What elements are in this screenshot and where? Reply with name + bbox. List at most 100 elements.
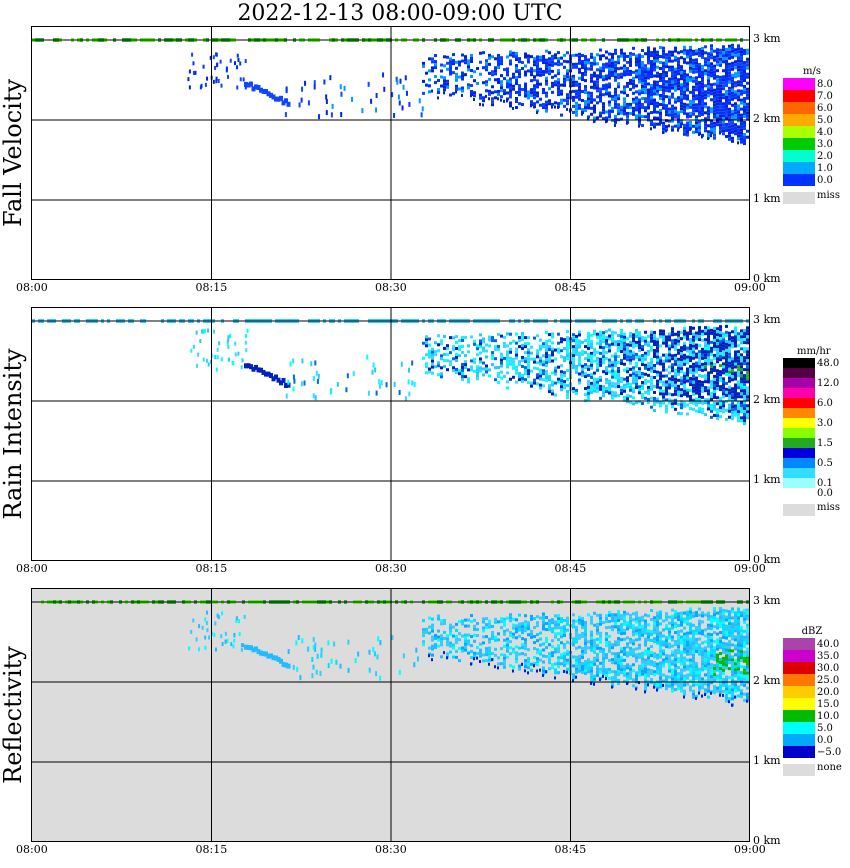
legend-label: 25.0	[817, 675, 840, 686]
legend-label: 2.0	[817, 151, 833, 162]
plot-area	[31, 307, 750, 561]
plot-area	[31, 588, 750, 842]
legend-swatch	[783, 358, 815, 368]
legend-swatch	[783, 388, 815, 398]
legend-swatch	[783, 102, 815, 114]
legend-swatch	[783, 674, 815, 686]
legend-label: 5.0	[817, 115, 833, 126]
legend-label: 0.0	[817, 175, 833, 186]
heatmap-canvas	[32, 27, 749, 279]
legend-label: 0.1	[817, 478, 833, 489]
x-tick-label: 09:00	[734, 281, 766, 294]
legend-label: 0.0	[817, 488, 833, 499]
legend-swatch	[783, 638, 815, 650]
legend-label: 12.0	[817, 378, 840, 389]
legend-swatch	[783, 662, 815, 674]
legend-swatch	[783, 698, 815, 710]
legend-label: −5.0	[817, 747, 842, 758]
legend-swatch	[783, 126, 815, 138]
y-tick-label: 2 km	[753, 674, 781, 687]
legend-swatch	[783, 174, 815, 186]
x-tick-label: 09:00	[734, 843, 766, 856]
legend-missing-swatch	[783, 764, 815, 776]
y-tick-label: 0 km	[753, 834, 781, 847]
legend-label: 30.0	[817, 663, 840, 674]
y-tick-label: 3 km	[753, 313, 781, 326]
y-tick-label: 2 km	[753, 112, 781, 125]
legend-unit: mm/hr	[797, 346, 831, 357]
y-tick-label: 3 km	[753, 594, 781, 607]
echo-field	[41, 600, 749, 707]
legend-label: 48.0	[817, 358, 840, 369]
panel-ylabel: Fall Velocity	[0, 78, 27, 228]
y-tick-label: 1 km	[753, 473, 781, 486]
legend-missing-swatch	[783, 504, 815, 516]
legend-swatch	[783, 438, 815, 448]
legend-swatch	[783, 378, 815, 388]
legend-label: 35.0	[817, 651, 840, 662]
y-tick-label: 1 km	[753, 754, 781, 767]
legend-label: 1.0	[817, 163, 833, 174]
legend-label: 3.0	[817, 418, 833, 429]
legend-label: 3.0	[817, 139, 833, 150]
legend-swatch	[783, 162, 815, 174]
chart-title: 2022-12-13 08:00-09:00 UTC	[237, 1, 563, 26]
y-tick-label: 1 km	[753, 192, 781, 205]
y-tick-label: 0 km	[753, 272, 781, 285]
legend-unit: dBZ	[801, 626, 823, 637]
legend-label: 5.0	[817, 723, 833, 734]
y-tick-label: 3 km	[753, 32, 781, 45]
x-tick-label: 08:15	[195, 562, 228, 575]
legend-swatch	[783, 398, 815, 408]
x-tick-label: 08:15	[195, 281, 228, 294]
legend-swatch	[783, 746, 815, 758]
legend-swatch	[783, 722, 815, 734]
heatmap-canvas	[32, 308, 749, 560]
x-tick-label: 08:45	[554, 562, 587, 575]
y-tick-label: 0 km	[753, 553, 781, 566]
panel-ylabel: Reflectivity	[0, 646, 27, 784]
legend-swatch	[783, 650, 815, 662]
x-tick-label: 08:30	[375, 843, 407, 856]
x-tick-label: 08:45	[554, 843, 587, 856]
legend-missing-swatch	[783, 192, 815, 204]
legend-swatch	[783, 478, 815, 488]
legend-missing-label: miss	[817, 502, 840, 513]
x-tick-label: 08:30	[375, 281, 407, 294]
legend-label: 0.0	[817, 735, 833, 746]
x-tick-label: 08:00	[16, 843, 48, 856]
legend-label: 40.0	[817, 639, 840, 650]
legend-missing-label: miss	[817, 190, 840, 201]
legend-label: 7.0	[817, 91, 833, 102]
legend-label: 15.0	[817, 699, 840, 710]
x-tick-label: 08:00	[16, 281, 48, 294]
legend-swatch	[783, 138, 815, 150]
x-tick-label: 09:00	[734, 562, 766, 575]
legend-swatch	[783, 448, 815, 458]
legend-swatch	[783, 458, 815, 468]
y-tick-label: 2 km	[753, 393, 781, 406]
legend-unit: m/s	[803, 66, 821, 77]
legend-swatch	[783, 418, 815, 428]
legend-swatch	[783, 150, 815, 162]
legend-label: 20.0	[817, 687, 840, 698]
x-tick-label: 08:00	[16, 562, 48, 575]
legend-label: 1.5	[817, 438, 833, 449]
legend-swatch	[783, 408, 815, 418]
legend-swatch	[783, 114, 815, 126]
legend-swatch	[783, 90, 815, 102]
legend-label: 6.0	[817, 398, 833, 409]
legend-label: 8.0	[817, 79, 833, 90]
legend-swatch	[783, 710, 815, 722]
legend-swatch	[783, 468, 815, 478]
legend-label: 0.5	[817, 458, 833, 469]
legend-swatch	[783, 734, 815, 746]
legend-missing-label: none	[817, 762, 842, 773]
legend-swatch	[783, 78, 815, 90]
legend-swatch	[783, 368, 815, 378]
legend-label: 4.0	[817, 127, 833, 138]
legend-label: 6.0	[817, 103, 833, 114]
x-tick-label: 08:15	[195, 843, 228, 856]
panel-ylabel: Rain Intensity	[0, 348, 27, 520]
legend-swatch	[783, 428, 815, 438]
